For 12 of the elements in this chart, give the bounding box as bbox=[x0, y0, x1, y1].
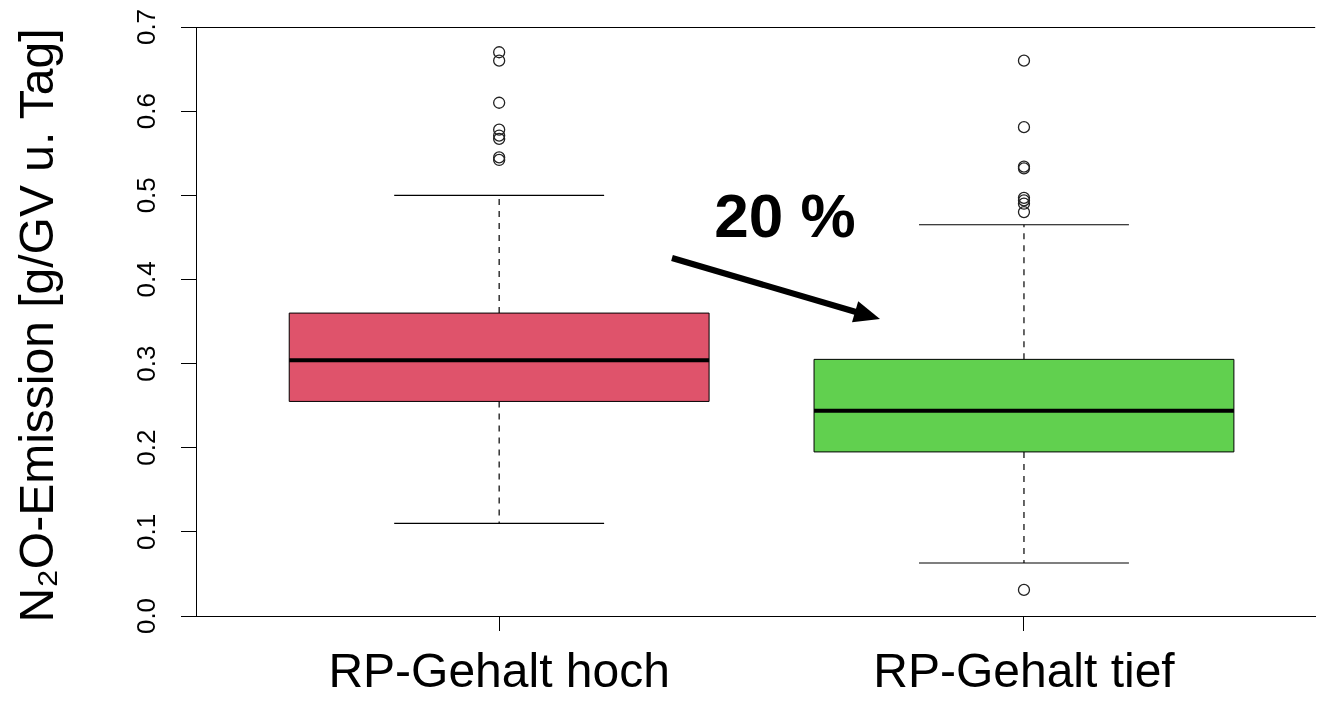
y-tick-label: 0.0 bbox=[131, 597, 162, 635]
y-tick-label: 0.5 bbox=[131, 177, 162, 214]
y-axis-title: N₂O-Emission [g/GV u. Tag] bbox=[10, 28, 64, 623]
y-tick-label: 0.4 bbox=[131, 261, 162, 298]
y-tick-label: 0.1 bbox=[131, 513, 162, 550]
y-tick-label: 0.2 bbox=[131, 429, 162, 466]
y-tick-label: 0.3 bbox=[131, 345, 162, 382]
annotation: 20 % bbox=[714, 181, 856, 250]
x-tick-label: RP-Gehalt hoch bbox=[328, 644, 670, 698]
y-tick-label: 0.7 bbox=[131, 8, 162, 46]
y-tick-label: 0.6 bbox=[131, 93, 162, 130]
x-tick-label: RP-Gehalt tief bbox=[873, 644, 1176, 698]
